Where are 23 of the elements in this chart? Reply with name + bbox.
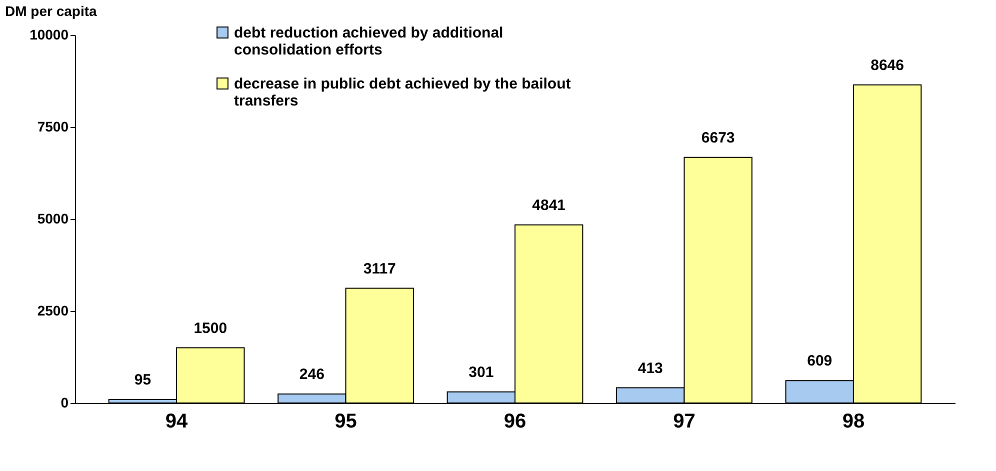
- data-label: 301: [468, 364, 494, 381]
- data-label: 1500: [194, 320, 228, 337]
- legend-label: decrease in public debt achieved by the bailout transfers: [234, 76, 571, 110]
- data-label: 95: [134, 372, 152, 389]
- y-tick-label: 7500: [37, 118, 69, 134]
- data-label: 8646: [870, 56, 904, 74]
- data-label: 3117: [363, 260, 396, 278]
- y-tick-label: 2500: [37, 302, 69, 318]
- x-tick-label: 94: [165, 410, 189, 432]
- x-tick-label: 96: [504, 410, 526, 432]
- data-label: 246: [299, 366, 324, 383]
- y-axis-title: DM per capita: [5, 3, 98, 19]
- data-label: 4841: [532, 196, 566, 214]
- legend-label: debt reduction achieved by additional consolidation efforts: [234, 24, 504, 58]
- x-tick-label: 98: [842, 410, 865, 432]
- y-tick-label: 10000: [30, 26, 69, 42]
- x-tick-label: 95: [334, 410, 357, 432]
- data-label: 609: [807, 352, 832, 370]
- data-label: 6673: [701, 129, 735, 146]
- y-tick-label: 0: [60, 394, 69, 410]
- data-label: 413: [638, 360, 663, 377]
- x-tick-label: 97: [673, 410, 696, 432]
- y-tick-label: 5000: [37, 210, 69, 226]
